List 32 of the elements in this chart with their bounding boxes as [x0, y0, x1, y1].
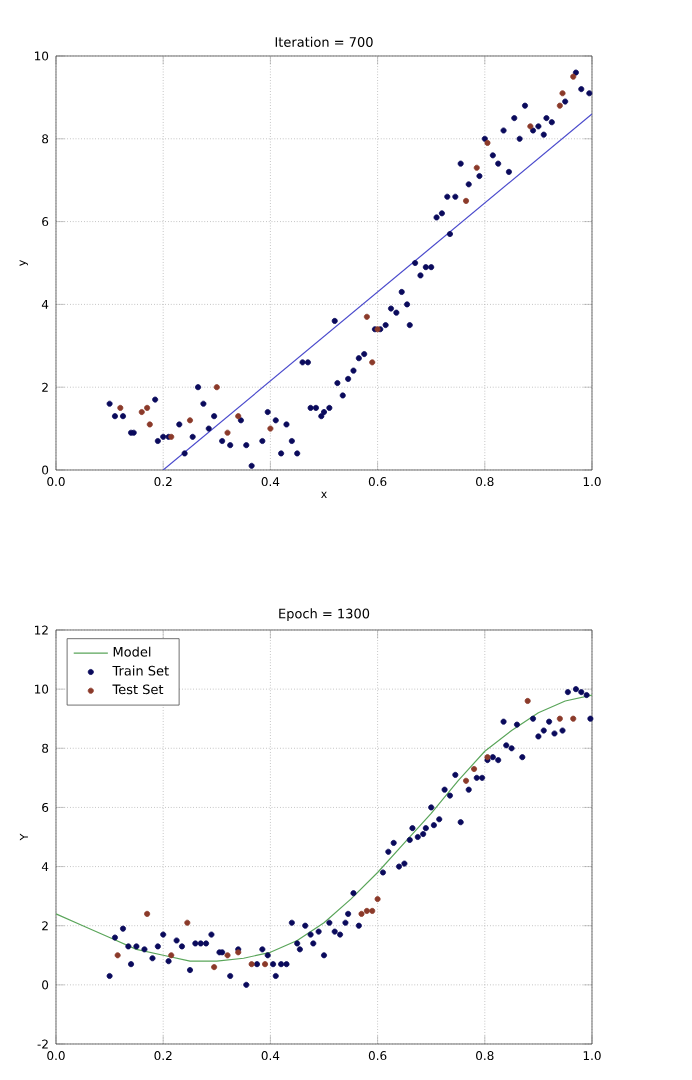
- point: [267, 425, 274, 432]
- point: [369, 907, 376, 914]
- point: [168, 952, 175, 959]
- point: [363, 907, 370, 914]
- point: [224, 429, 231, 436]
- point: [463, 197, 470, 204]
- point: [374, 896, 381, 903]
- point: [224, 952, 231, 959]
- point: [138, 409, 145, 416]
- point: [184, 919, 191, 926]
- point: [559, 90, 566, 97]
- point: [363, 313, 370, 320]
- point: [570, 715, 577, 722]
- point: [556, 715, 563, 722]
- point: [117, 404, 124, 411]
- point: [213, 384, 220, 391]
- point: [211, 964, 218, 971]
- point: [473, 164, 480, 171]
- point: [144, 404, 151, 411]
- point: [146, 421, 153, 428]
- point: [262, 961, 269, 968]
- point: [556, 102, 563, 109]
- point: [144, 910, 151, 917]
- point: [358, 910, 365, 917]
- point: [248, 961, 255, 968]
- line-series: [56, 694, 592, 962]
- point: [187, 417, 193, 424]
- point: [114, 952, 121, 959]
- point: [471, 765, 478, 772]
- point: [369, 359, 376, 366]
- point: [524, 697, 531, 704]
- point: [463, 777, 470, 784]
